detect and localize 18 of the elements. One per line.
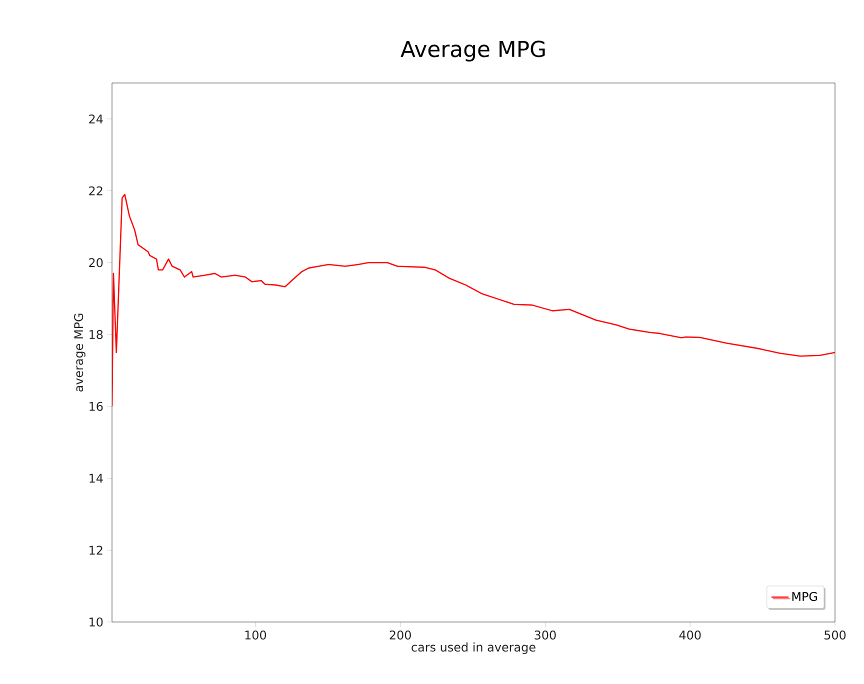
y-tick-label: 14 [90,474,103,483]
y-tick-label: 16 [90,402,103,411]
y-tick-label: 12 [90,546,102,555]
line-series [112,194,836,408]
x-tick-label: 500 [824,630,846,640]
x-tick-label: 400 [679,630,701,640]
y-tick-label: 18 [90,330,103,340]
y-tick-label: 22 [89,186,102,196]
x-tick-label: 200 [390,630,411,640]
x-tick-label: 100 [245,630,266,640]
y-axis-title: average MPG [74,314,86,392]
y-tick-label: 20 [89,258,103,268]
x-axis-title: cars used in average [412,642,536,654]
legend-label: MPG [792,592,817,602]
y-tick-label: 10 [90,617,103,627]
chart-title: Average MPG [400,40,545,62]
x-tick-label: 300 [534,630,556,640]
y-tick-label: 24 [89,114,103,124]
